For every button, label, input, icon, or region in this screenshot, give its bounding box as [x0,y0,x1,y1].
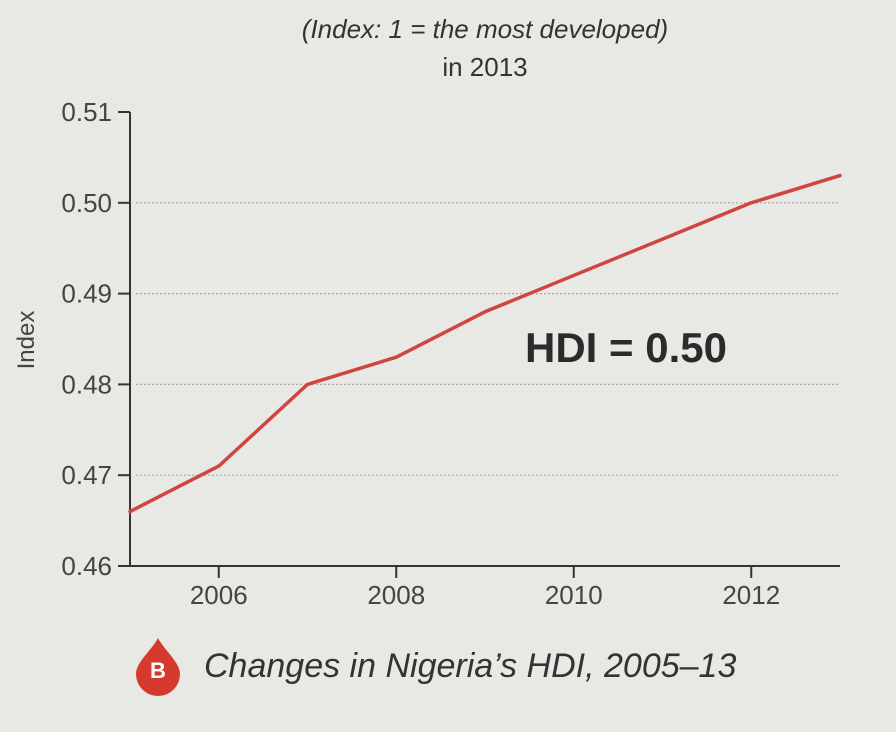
hdi-series-line [128,173,842,514]
chart-subtitle-year: in 2013 [442,52,528,82]
caption-badge: B [134,636,182,696]
y-tick-label: 0.51 [61,97,112,127]
x-axis-ticks: 2006 2008 2010 2012 [190,566,780,610]
hdi-annotation: HDI = 0.50 [525,324,727,371]
y-axis-label: Index [13,311,40,370]
x-tick-label: 2012 [722,580,780,610]
data-point [483,310,487,314]
caption-text: Changes in Nigeria’s HDI, 2005–13 [204,646,737,685]
data-point [749,201,753,205]
line-chart: 0.46 0.47 0.48 0.49 0.50 0.51 2006 2008 2010 201… [13,97,842,610]
figure-caption: B Changes in Nigeria’s HDI, 2005–13 [134,626,854,706]
data-point [838,174,842,178]
y-tick-label: 0.48 [61,369,112,399]
badge-letter: B [150,658,166,683]
y-axis-ticks: 0.46 0.47 0.48 0.49 0.50 0.51 [61,97,130,581]
y-tick-label: 0.50 [61,188,112,218]
data-point [572,273,576,277]
drop-icon [136,638,180,696]
grid-lines [136,202,840,476]
data-point [394,355,398,359]
data-point [661,237,664,241]
data-point [128,510,132,514]
data-point [306,382,309,386]
chart-subtitle: (Index: 1 = the most developed) [301,14,669,44]
y-tick-label: 0.46 [61,551,112,581]
data-point [217,464,221,468]
x-tick-label: 2008 [367,580,425,610]
series-group [128,173,842,514]
x-tick-label: 2006 [190,580,248,610]
axes [129,112,840,567]
y-tick-label: 0.47 [61,460,112,490]
y-tick-label: 0.49 [61,279,112,309]
x-tick-label: 2010 [545,580,603,610]
